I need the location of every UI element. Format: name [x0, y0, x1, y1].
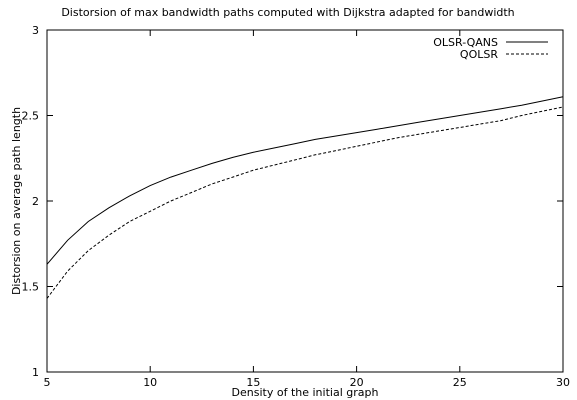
x-tick-label: 30	[556, 376, 570, 389]
plot-frame	[46, 29, 564, 373]
legend-label: OLSR-QANS	[433, 36, 498, 49]
x-tick-label: 15	[246, 376, 260, 389]
y-tick-label: 2.5	[22, 110, 40, 123]
axis-ticks: 5 10 15 20 25 30 1 1.5 2 2.5 3	[22, 24, 571, 389]
x-tick-label: 20	[350, 376, 364, 389]
series-line-1	[46, 96, 564, 265]
y-axis-label: Distorsion on average path length	[10, 107, 23, 295]
x-tick-label: 25	[453, 376, 467, 389]
y-tick-label: 1.5	[22, 281, 40, 294]
y-tick-label: 1	[32, 366, 39, 379]
x-tick-label: 5	[44, 376, 51, 389]
legend-label: QOLSR	[460, 48, 498, 61]
x-axis-label: Density of the initial graph	[232, 386, 379, 399]
series-line-2	[46, 106, 564, 299]
series-lines	[46, 96, 564, 299]
chart-title: Distorsion of max bandwidth paths comput…	[61, 6, 514, 19]
y-tick-label: 3	[32, 24, 39, 37]
y-tick-label: 2	[32, 195, 39, 208]
x-tick-label: 10	[143, 376, 157, 389]
